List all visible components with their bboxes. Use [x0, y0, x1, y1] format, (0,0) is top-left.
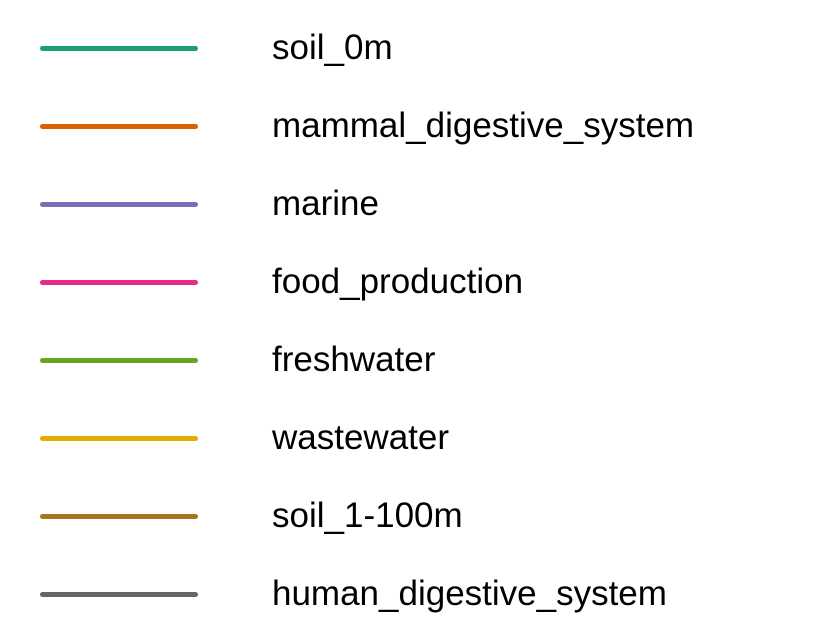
- legend-label: soil_0m: [272, 28, 393, 67]
- legend-line-swatch: [40, 124, 198, 129]
- legend-entry: freshwater: [0, 340, 831, 380]
- legend-entry: soil_1-100m: [0, 496, 831, 536]
- legend-entry: marine: [0, 184, 831, 224]
- legend-line-swatch: [40, 280, 198, 285]
- legend-label: marine: [272, 184, 379, 223]
- legend-line-swatch: [40, 436, 198, 441]
- legend-entry: food_production: [0, 262, 831, 302]
- legend-label: wastewater: [272, 418, 450, 457]
- legend-line-swatch: [40, 202, 198, 207]
- legend-line-swatch: [40, 514, 198, 519]
- legend-entry: wastewater: [0, 418, 831, 458]
- legend-label: food_production: [272, 262, 524, 301]
- legend-entry: mammal_digestive_system: [0, 106, 831, 146]
- legend-entry: human_digestive_system: [0, 574, 831, 614]
- legend-label: freshwater: [272, 340, 436, 379]
- legend-line-swatch: [40, 592, 198, 597]
- legend-label: human_digestive_system: [272, 574, 667, 613]
- legend-line-swatch: [40, 358, 198, 363]
- legend-label: soil_1-100m: [272, 496, 463, 535]
- legend-entry: soil_0m: [0, 28, 831, 68]
- legend-line-swatch: [40, 46, 198, 51]
- legend-label: mammal_digestive_system: [272, 106, 695, 145]
